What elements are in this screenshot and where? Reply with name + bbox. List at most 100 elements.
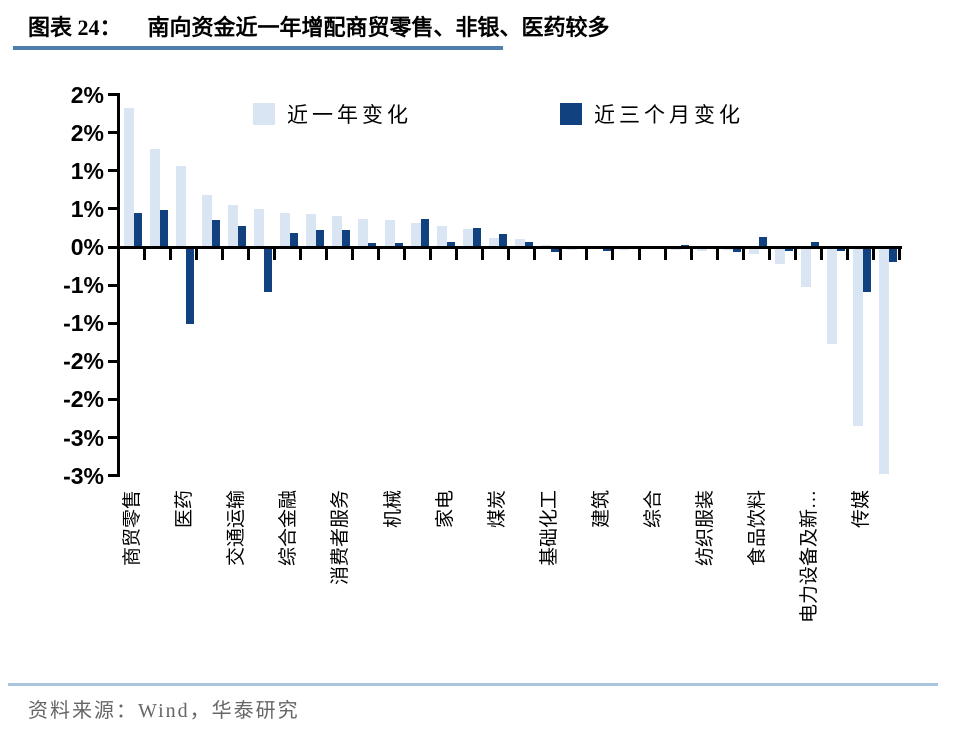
bar-one-year-12 (410, 223, 421, 247)
bar-one-year-23 (697, 248, 708, 252)
bar-one-year-24 (723, 248, 734, 251)
bar-one-year-30 (879, 248, 890, 475)
x-tick (767, 247, 771, 260)
legend-swatch-light (253, 103, 275, 125)
bar-three-month-9 (342, 230, 351, 247)
bar-three-month-12 (420, 218, 429, 247)
bar-one-year-9 (332, 215, 343, 247)
y-tick-label: -1% (63, 272, 104, 299)
x-label-机械: 机械 (382, 490, 404, 529)
x-tick (455, 247, 459, 260)
legend-item-three-month: 近三个月变化 (560, 102, 744, 127)
bar-three-month-16 (524, 242, 533, 247)
bar-one-year-14 (462, 229, 473, 247)
x-tick (324, 247, 328, 260)
x-tick (350, 247, 354, 260)
bar-three-month-11 (394, 243, 403, 247)
bar-three-month-2 (160, 210, 169, 247)
y-tick--1% (108, 321, 118, 325)
y-tick-label: -1% (63, 310, 104, 337)
x-tick (819, 247, 823, 260)
x-tick (663, 247, 667, 260)
x-label-家电: 家电 (434, 490, 456, 529)
x-tick (142, 247, 146, 260)
y-tick-2% (108, 131, 118, 135)
x-tick (689, 247, 693, 260)
bar-one-year-20 (618, 248, 629, 250)
bar-one-year-16 (514, 239, 525, 247)
figure-title: 南向资金近一年增配商贸零售、非银、医药较多 (147, 15, 610, 40)
y-tick-label: 0% (70, 234, 104, 260)
bar-three-month-1 (134, 212, 142, 247)
x-label-传媒: 传媒 (851, 490, 873, 529)
x-tick (741, 247, 745, 260)
x-tick (637, 247, 641, 260)
bar-three-month-3 (186, 248, 195, 325)
x-tick (533, 247, 537, 260)
x-tick (194, 247, 198, 260)
x-tick (481, 247, 485, 260)
bar-one-year-7 (280, 213, 291, 247)
bar-one-year-15 (488, 237, 499, 247)
legend-swatch-dark (560, 103, 582, 125)
x-label-基础化工: 基础化工 (538, 490, 560, 567)
y-tick-label: 2% (70, 81, 104, 108)
bar-one-year-5 (228, 205, 239, 247)
y-tick-label: -2% (63, 348, 104, 375)
bar-one-year-13 (436, 226, 447, 247)
y-tick--2% (108, 397, 118, 401)
x-label-商贸零售: 商贸零售 (122, 490, 143, 567)
bar-three-month-10 (368, 243, 377, 247)
bar-one-year-11 (384, 220, 395, 247)
x-tick (845, 247, 849, 260)
x-tick (585, 247, 589, 260)
y-tick--3% (108, 474, 118, 478)
bar-three-month-17 (550, 248, 559, 252)
bar-one-year-4 (202, 195, 213, 247)
bar-three-month-27 (811, 242, 820, 247)
title-rule (13, 46, 503, 50)
y-tick-0% (108, 245, 118, 249)
y-tick-2% (108, 93, 118, 97)
x-tick (559, 247, 563, 260)
bar-one-year-25 (749, 248, 760, 255)
x-tick (220, 247, 224, 260)
x-label-煤炭: 煤炭 (486, 490, 508, 529)
x-tick (429, 247, 433, 260)
legend-label-one-year: 近一年变化 (287, 103, 412, 127)
bar-three-month-6 (264, 248, 273, 293)
bar-three-month-29 (863, 248, 872, 293)
footer-rule (8, 683, 938, 686)
bar-one-year-28 (827, 248, 838, 344)
x-label-建筑: 建筑 (590, 490, 612, 529)
x-label-综合金融: 综合金融 (278, 490, 300, 567)
y-tick-label: -2% (63, 386, 104, 413)
bar-three-month-5 (238, 225, 247, 247)
x-label-交通运输: 交通运输 (226, 490, 248, 567)
x-tick (298, 247, 302, 260)
bar-one-year-6 (254, 208, 265, 247)
bar-three-month-13 (446, 242, 455, 247)
bar-three-month-7 (290, 232, 299, 247)
bar-three-month-25 (759, 237, 768, 247)
bar-three-month-26 (785, 248, 794, 252)
bar-three-month-19 (602, 248, 611, 252)
bar-one-year-2 (150, 149, 161, 247)
bar-three-month-8 (316, 230, 325, 247)
y-tick--3% (108, 436, 118, 439)
y-tick--2% (108, 359, 118, 363)
figure-title-row: 图表 24： 南向资金近一年增配商贸零售、非银、医药较多 (28, 10, 610, 42)
x-tick (403, 247, 407, 260)
y-axis-line (116, 93, 120, 478)
x-tick (377, 247, 380, 260)
bar-one-year-29 (853, 248, 864, 426)
x-tick (507, 247, 511, 260)
bar-one-year-22 (671, 248, 682, 250)
x-tick (871, 247, 875, 260)
bar-one-year-8 (306, 214, 317, 247)
x-tick (272, 247, 276, 260)
x-tick (168, 247, 172, 260)
bar-one-year-10 (358, 218, 369, 247)
